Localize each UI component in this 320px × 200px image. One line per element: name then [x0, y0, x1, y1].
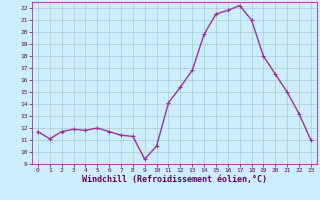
X-axis label: Windchill (Refroidissement éolien,°C): Windchill (Refroidissement éolien,°C): [82, 175, 267, 184]
